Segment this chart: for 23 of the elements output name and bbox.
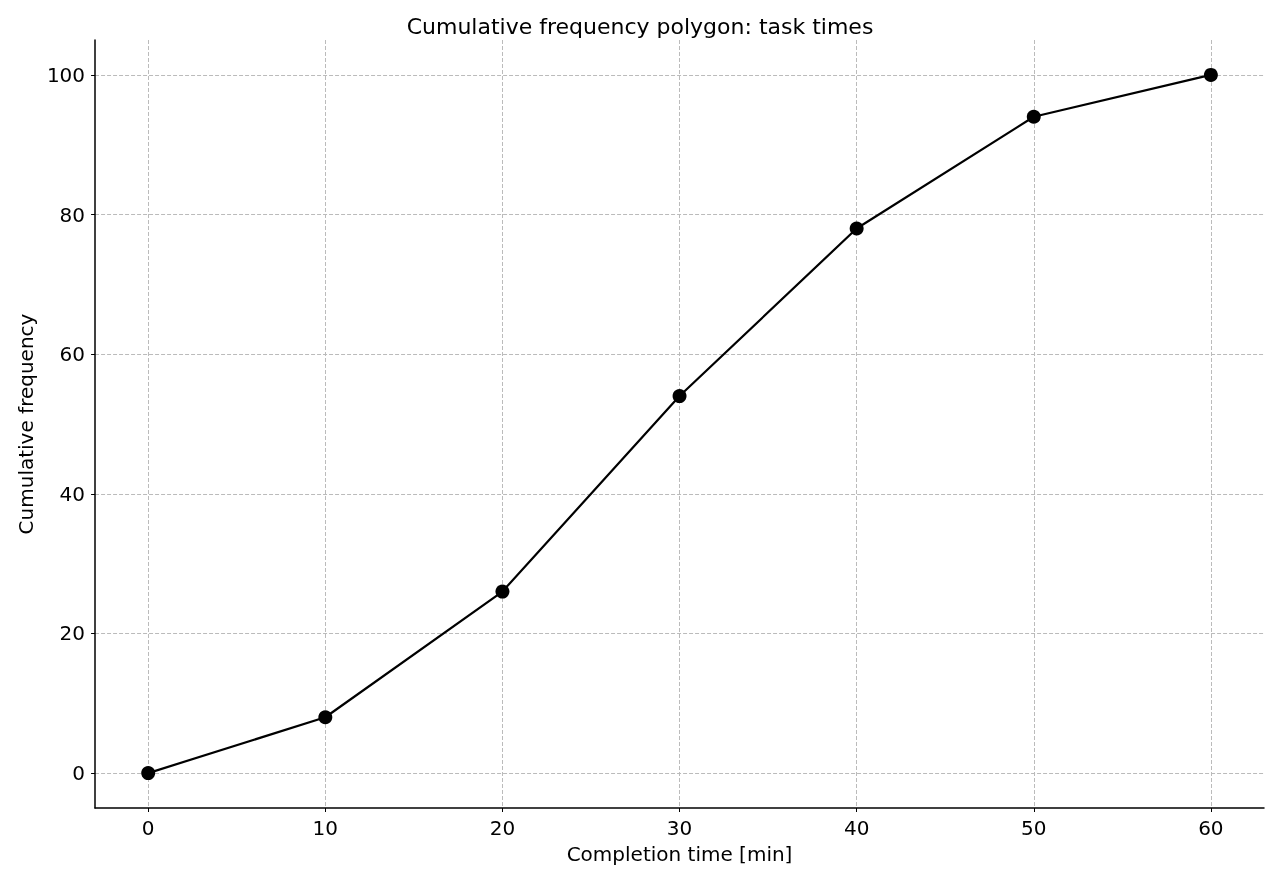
- x-tick-label: 50: [1021, 816, 1047, 840]
- y-tick-label: 20: [59, 621, 86, 646]
- x-tick-label: 10: [312, 816, 339, 840]
- y-axis-title: Cumulative frequency: [14, 313, 38, 535]
- x-tick-label: 20: [489, 816, 516, 840]
- point: [141, 766, 156, 781]
- x-tick-label: 30: [666, 816, 693, 840]
- x-tick-label: 0: [141, 816, 155, 840]
- point: [1026, 109, 1041, 124]
- y-tick-label: 80: [59, 202, 86, 227]
- point: [318, 710, 333, 725]
- y-tick-label: 0: [72, 761, 86, 786]
- x-tick-label: 60: [1198, 816, 1224, 840]
- y-tick-label: 40: [59, 481, 86, 506]
- point: [1203, 67, 1218, 82]
- point: [849, 221, 864, 236]
- y-tick-label: 100: [46, 62, 86, 87]
- chart-title: Cumulative frequency polygon: task times: [406, 13, 874, 39]
- x-axis-title: Completion time [min]: [566, 842, 793, 866]
- x-tick-label: 40: [843, 816, 870, 840]
- y-tick-label: 60: [59, 342, 86, 367]
- point: [495, 584, 510, 599]
- point: [672, 389, 687, 404]
